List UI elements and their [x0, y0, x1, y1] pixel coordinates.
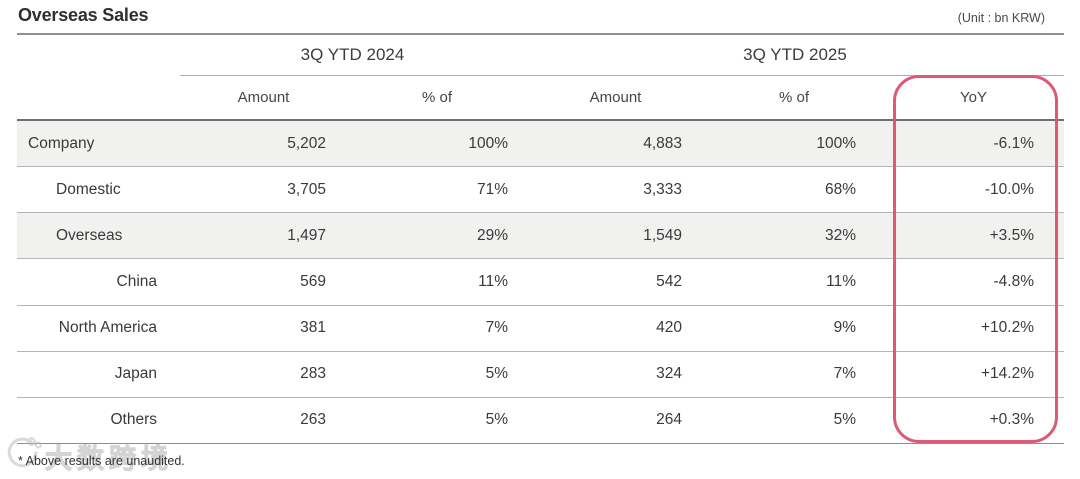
amount-2025: 542 — [656, 272, 682, 290]
amount-2025: 1,549 — [643, 226, 682, 244]
amount-2024: 5,202 — [287, 134, 326, 152]
table-row-japan: Japan 283 5% 324 7% +14.2% — [17, 352, 1064, 398]
amount-2025: 324 — [656, 365, 682, 383]
amount-2024: 283 — [300, 365, 326, 383]
yoy-value: +3.5% — [989, 226, 1034, 244]
column-header-pct-2024: % of — [421, 88, 452, 106]
group-header-2024: 3Q YTD 2024 — [300, 44, 405, 64]
yoy-value: -10.0% — [984, 180, 1034, 198]
sales-table: 3Q YTD 2024 3Q YTD 2025 Amount % of Amou… — [17, 34, 1064, 444]
group-header-rule — [180, 75, 1064, 76]
unit-note: (Unit : bn KRW) — [957, 11, 1045, 25]
row-label: Overseas — [56, 226, 123, 244]
column-header-blank — [17, 75, 179, 119]
row-label: Domestic — [56, 180, 121, 198]
column-header-pct-2025: % of — [778, 88, 809, 106]
yoy-value: -4.8% — [993, 272, 1035, 290]
table-row-company: Company 5,202 100% 4,883 100% -6.1% — [17, 121, 1064, 168]
page-title: Overseas Sales — [18, 5, 149, 25]
row-label: China — [116, 272, 158, 290]
pct-2024: 11% — [478, 272, 508, 290]
yoy-value: +10.2% — [980, 319, 1034, 337]
pct-2025: 9% — [833, 319, 856, 337]
pct-2025: 11% — [826, 272, 856, 290]
group-header-row: 3Q YTD 2024 3Q YTD 2025 — [17, 34, 1064, 75]
row-label: Company — [28, 134, 95, 152]
column-header-row: Amount % of Amount % of YoY — [17, 75, 1064, 121]
yoy-value: +14.2% — [980, 365, 1034, 383]
pct-2025: 5% — [833, 411, 856, 429]
pct-2024: 100% — [468, 134, 508, 152]
row-label: Japan — [114, 365, 157, 383]
amount-2024: 569 — [300, 272, 326, 290]
pct-2024: 29% — [476, 226, 508, 244]
pct-2025: 32% — [824, 226, 856, 244]
footnote: * Above results are unaudited. — [18, 454, 185, 468]
table-row-others: Others 263 5% 264 5% +0.3% — [17, 398, 1064, 444]
pct-2024: 71% — [476, 180, 508, 198]
yoy-value: -6.1% — [993, 134, 1035, 152]
pct-2025: 68% — [824, 180, 856, 198]
row-label: Others — [110, 411, 157, 429]
amount-2025: 3,333 — [643, 180, 682, 198]
amount-2025: 4,883 — [643, 134, 682, 152]
column-header-amount-2024: Amount — [237, 88, 290, 106]
table-row-overseas: Overseas 1,497 29% 1,549 32% +3.5% — [17, 213, 1064, 260]
pct-2025: 7% — [833, 365, 856, 383]
amount-2024: 263 — [300, 411, 326, 429]
amount-2024: 381 — [300, 319, 326, 337]
table-row-north-america: North America 381 7% 420 9% +10.2% — [17, 306, 1064, 352]
amount-2024: 3,705 — [287, 180, 326, 198]
amount-2025: 420 — [656, 319, 682, 337]
pct-2024: 7% — [485, 319, 508, 337]
pct-2025: 100% — [816, 134, 856, 152]
row-label: North America — [58, 319, 157, 337]
amount-2024: 1,497 — [287, 226, 326, 244]
column-header-yoy: YoY — [960, 88, 987, 106]
column-header-amount-2025: Amount — [589, 88, 642, 106]
pct-2024: 5% — [485, 365, 508, 383]
table-row-china: China 569 11% 542 11% -4.8% — [17, 259, 1064, 306]
amount-2025: 264 — [656, 411, 682, 429]
pct-2024: 5% — [485, 411, 508, 429]
table-row-domestic: Domestic 3,705 71% 3,333 68% -10.0% — [17, 167, 1064, 214]
yoy-value: +0.3% — [989, 411, 1034, 429]
group-header-2025: 3Q YTD 2025 — [743, 44, 847, 64]
title-rule — [17, 33, 1064, 35]
